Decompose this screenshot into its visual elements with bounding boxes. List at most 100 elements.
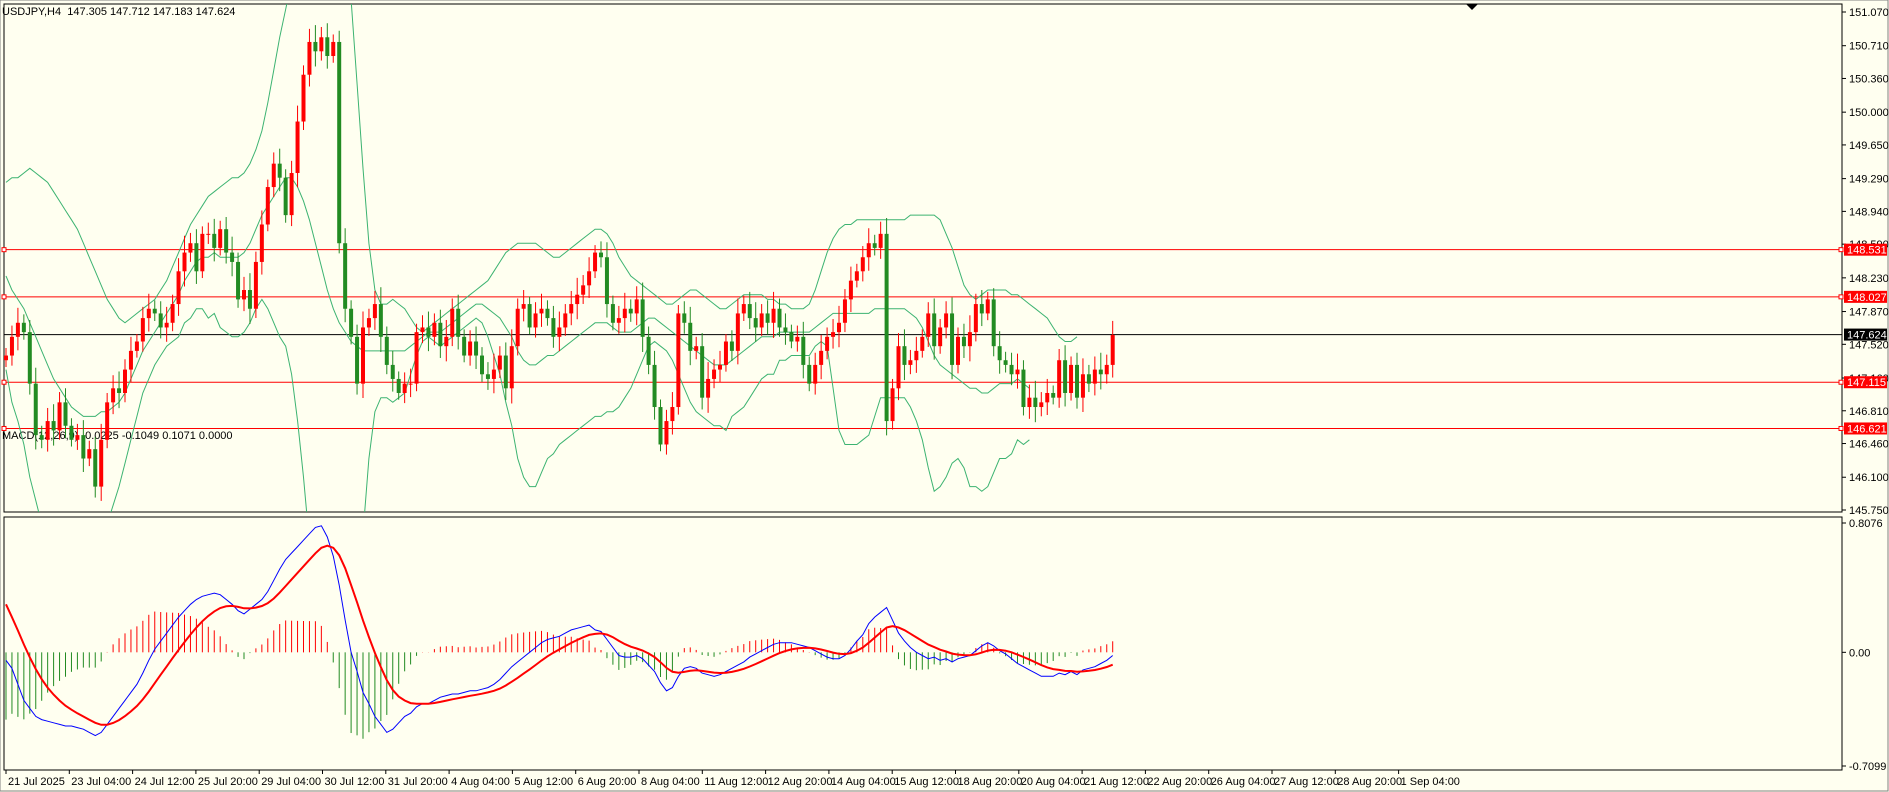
price-line-anchor-right[interactable] [1838, 294, 1844, 300]
bull-candle[interactable] [759, 313, 764, 328]
bear-candle[interactable] [194, 243, 199, 272]
price-line-anchor-left[interactable] [1, 247, 7, 253]
bull-candle[interactable] [854, 271, 859, 281]
bull-candle[interactable] [289, 173, 294, 216]
bear-candle[interactable] [1098, 369, 1103, 375]
bull-candle[interactable] [509, 346, 514, 389]
bull-candle[interactable] [1039, 402, 1044, 408]
bear-candle[interactable] [313, 41, 318, 52]
bull-candle[interactable] [926, 313, 931, 337]
bull-candle[interactable] [170, 304, 175, 323]
bull-candle[interactable] [938, 327, 943, 347]
bear-candle[interactable] [551, 318, 556, 337]
bear-candle[interactable] [117, 388, 122, 393]
bull-candle[interactable] [813, 364, 818, 384]
bull-candle[interactable] [253, 261, 258, 309]
bear-candle[interactable] [503, 355, 508, 389]
bull-candle[interactable] [75, 435, 80, 440]
bear-candle[interactable] [93, 449, 98, 487]
bear-candle[interactable] [384, 336, 389, 365]
bull-candle[interactable] [569, 304, 574, 314]
bull-candle[interactable] [706, 378, 711, 398]
bull-candle[interactable] [259, 224, 264, 262]
bull-candle[interactable] [402, 383, 407, 393]
bull-candle[interactable] [831, 332, 836, 337]
bull-candle[interactable] [146, 308, 151, 319]
bull-candle[interactable] [771, 308, 776, 323]
bull-candle[interactable] [218, 229, 223, 248]
bear-candle[interactable] [997, 346, 1002, 361]
bear-candle[interactable] [283, 177, 288, 216]
bear-candle[interactable] [343, 243, 348, 309]
bull-candle[interactable] [1057, 360, 1062, 398]
bear-candle[interactable] [991, 299, 996, 347]
bull-candle[interactable] [956, 336, 960, 365]
bear-candle[interactable] [747, 304, 752, 319]
bull-candle[interactable] [795, 336, 800, 342]
bull-candle[interactable] [140, 318, 145, 342]
bear-candle[interactable] [485, 374, 490, 379]
bull-candle[interactable] [361, 327, 365, 384]
bear-candle[interactable] [438, 322, 443, 347]
bull-candle[interactable] [825, 336, 830, 351]
bull-candle[interactable] [581, 285, 586, 295]
bear-candle[interactable] [456, 308, 461, 337]
price-line-anchor-right[interactable] [1838, 247, 1844, 253]
bear-candle[interactable] [545, 308, 550, 319]
bull-candle[interactable] [444, 336, 449, 347]
bear-candle[interactable] [646, 336, 651, 365]
bear-candle[interactable] [21, 322, 26, 333]
bear-candle[interactable] [652, 364, 657, 408]
bear-candle[interactable] [224, 229, 229, 253]
bear-candle[interactable] [277, 163, 282, 178]
bull-candle[interactable] [878, 233, 883, 248]
bull-candle[interactable] [432, 322, 437, 337]
bear-candle[interactable] [1009, 364, 1014, 375]
bull-candle[interactable] [408, 383, 413, 385]
bull-candle[interactable] [57, 402, 62, 431]
bull-candle[interactable] [491, 369, 496, 379]
bull-candle[interactable] [265, 187, 270, 225]
bear-candle[interactable] [1075, 364, 1079, 398]
bull-candle[interactable] [420, 327, 425, 333]
price-line-anchor-right[interactable] [1838, 379, 1844, 385]
bull-candle[interactable] [694, 346, 699, 351]
bull-candle[interactable] [634, 299, 639, 314]
bear-candle[interactable] [961, 336, 966, 347]
bull-candle[interactable] [128, 350, 133, 370]
bear-candle[interactable] [599, 252, 603, 258]
chart-shift-marker-icon[interactable] [1466, 4, 1478, 10]
bull-candle[interactable] [616, 318, 621, 323]
bull-candle[interactable] [670, 407, 675, 422]
bear-candle[interactable] [325, 37, 330, 56]
bear-candle[interactable] [247, 290, 252, 309]
bull-candle[interactable] [985, 299, 990, 314]
bull-candle[interactable] [1080, 374, 1085, 398]
bear-candle[interactable] [753, 318, 758, 328]
bear-candle[interactable] [1086, 374, 1091, 384]
bear-candle[interactable] [688, 322, 693, 351]
bull-candle[interactable] [4, 355, 8, 361]
bull-candle[interactable] [271, 163, 276, 188]
bull-candle[interactable] [188, 243, 193, 253]
bear-candle[interactable] [777, 308, 782, 328]
bear-candle[interactable] [1063, 360, 1068, 393]
bear-candle[interactable] [884, 233, 889, 422]
bull-candle[interactable] [1015, 369, 1020, 375]
bull-candle[interactable] [176, 271, 181, 305]
bull-candle[interactable] [557, 327, 562, 337]
bear-candle[interactable] [390, 364, 395, 379]
bull-candle[interactable] [908, 360, 913, 365]
bear-candle[interactable] [729, 341, 734, 351]
bear-candle[interactable] [610, 304, 615, 323]
bear-candle[interactable] [27, 332, 32, 384]
bull-candle[interactable] [539, 308, 544, 314]
bear-candle[interactable] [527, 304, 532, 328]
bull-candle[interactable] [622, 308, 627, 319]
bull-candle[interactable] [587, 271, 592, 286]
bear-candle[interactable] [801, 336, 806, 365]
bear-candle[interactable] [462, 336, 467, 356]
bear-candle[interactable] [51, 421, 56, 431]
bull-candle[interactable] [206, 233, 211, 235]
bear-candle[interactable] [158, 313, 163, 328]
